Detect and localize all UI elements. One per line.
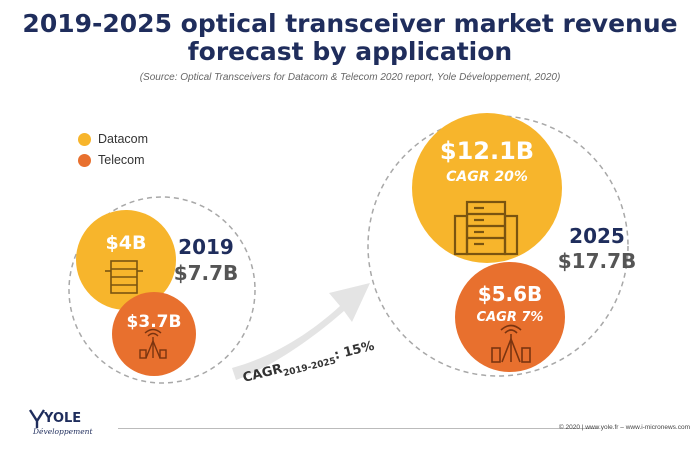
bubble-cagr-2025-datacom: CAGR 20% xyxy=(446,169,528,185)
bubble-2025-telecom xyxy=(455,262,565,372)
growth-arrow xyxy=(232,283,370,380)
server-rack-icon xyxy=(105,260,143,294)
footer-divider xyxy=(118,428,598,429)
yole-logo-text: YOLE xyxy=(43,411,81,426)
chart-title-line-2: forecast by application xyxy=(187,37,513,66)
yole-logo-subtext: Développement xyxy=(32,427,93,436)
legend-item-datacom: Datacom xyxy=(78,130,148,148)
chart-title-line-1: 2019-2025 optical transceiver market rev… xyxy=(22,9,678,38)
total-label-2019: $7.7B xyxy=(174,261,239,285)
telecom-tower-icon xyxy=(139,328,167,359)
legend-label-datacom: Datacom xyxy=(98,132,149,146)
total-label-2025: $17.7B xyxy=(558,249,637,273)
yole-logo: YOLE Développement xyxy=(28,404,118,443)
bubble-value-2019-datacom: $4B xyxy=(106,232,147,254)
telecom-tower-icon xyxy=(491,324,531,363)
legend-label-telecom: Telecom xyxy=(98,153,145,167)
legend-item-telecom: Telecom xyxy=(78,151,145,169)
year-label-2019: 2019 xyxy=(178,235,234,259)
overall-cagr-value: : 15% xyxy=(333,339,376,363)
yole-logo-mark: YOLE Développement xyxy=(28,409,93,436)
year-label-2025: 2025 xyxy=(569,224,625,248)
bubble-2025-datacom xyxy=(412,113,562,263)
legend-swatch-telecom xyxy=(78,153,91,167)
server-rack-icon xyxy=(453,200,519,256)
chart-source: (Source: Optical Transceivers for Dataco… xyxy=(139,72,561,83)
bubble-2019-datacom xyxy=(76,210,176,310)
group-2019-outline xyxy=(68,196,256,384)
bubble-value-2025-telecom: $5.6B xyxy=(478,282,543,306)
bubble-cagr-2025-telecom: CAGR 7% xyxy=(477,310,544,325)
bubble-value-2025-datacom: $12.1B xyxy=(440,137,534,165)
legend-swatch-datacom xyxy=(78,132,91,146)
bubble-value-2019-telecom: $3.7B xyxy=(127,312,182,332)
overall-cagr-period: 2019-2025 xyxy=(282,356,337,379)
copyright-text: © 2020 | www.yole.fr – www.i-micronews.c… xyxy=(558,424,690,431)
